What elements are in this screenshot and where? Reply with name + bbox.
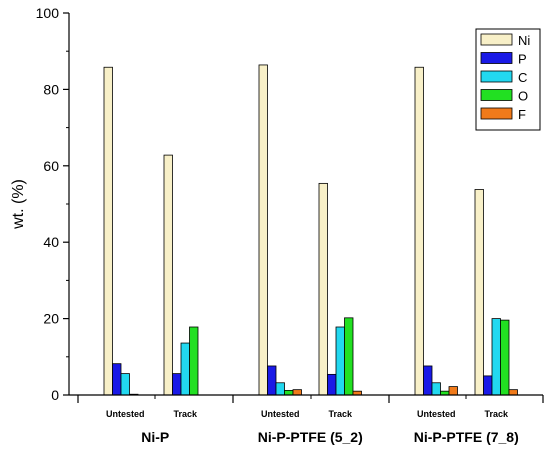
bar-ni-g2-untested	[414, 66, 424, 396]
legend-swatch-ni	[480, 33, 513, 46]
y-tick-label: 60	[43, 158, 59, 174]
y-tick-label: 100	[36, 5, 60, 21]
bar-p-g2-track	[483, 375, 493, 396]
legend-swatch-o	[480, 89, 513, 101]
axes: Untested Track Ni-P Untested Track Ni-P-PTFE …	[10, 5, 544, 445]
bar-ni-g2-track	[474, 189, 484, 396]
bar-p-g1-track	[327, 373, 337, 396]
bar-p-g0-untested	[112, 363, 122, 396]
legend-swatch-p	[480, 52, 513, 64]
bar-c-g0-track	[180, 342, 190, 396]
legend-swatch-f	[480, 107, 513, 120]
legend-swatch-c	[480, 70, 513, 83]
group-label: Ni-P-PTFE (5_2)	[258, 429, 363, 445]
subgroup-label: Track	[173, 409, 198, 419]
bar-ni-g0-track	[163, 154, 173, 396]
legend-label-c: C	[518, 70, 527, 85]
legend-label-p: P	[518, 52, 527, 67]
bar-f-g2-untested	[448, 386, 458, 396]
subgroup-label: Track	[484, 409, 509, 419]
bar-f-g2-track	[508, 389, 518, 396]
bar-ni-g0-untested	[103, 66, 113, 396]
bar-p-g0-track	[172, 373, 182, 396]
plot-area	[103, 64, 518, 396]
legend-label-ni: Ni	[518, 33, 530, 48]
bar-ni-g1-track	[318, 182, 328, 396]
y-tick-label: 20	[43, 311, 59, 327]
subgroup-label: Track	[328, 409, 353, 419]
bar-o-g0-track	[189, 326, 199, 396]
group-label: Ni-P	[141, 429, 169, 445]
bar-ni-g1-untested	[258, 64, 268, 396]
y-tick-label: 0	[51, 387, 59, 403]
group-label: Ni-P-PTFE (7_8)	[414, 429, 519, 445]
bar-f-g1-untested	[292, 389, 302, 396]
bar-c-g2-untested	[431, 382, 441, 396]
y-tick-label: 40	[43, 234, 59, 250]
y-tick-label: 80	[43, 81, 59, 97]
subgroup-label: Untested	[106, 409, 145, 419]
bar-c-g1-track	[335, 326, 345, 396]
subgroup-label: Untested	[417, 409, 456, 419]
bar-o-g1-track	[344, 317, 354, 396]
bar-c-g1-untested	[275, 382, 285, 396]
legend-label-f: F	[518, 107, 526, 122]
subgroup-label: Untested	[261, 409, 300, 419]
bar-c-g0-untested	[120, 373, 130, 396]
bar-o-g1-untested	[284, 390, 294, 396]
bar-o-g2-track	[500, 319, 510, 396]
bar-p-g2-untested	[423, 365, 433, 396]
legend-label-o: O	[518, 89, 528, 104]
bar-p-g1-untested	[267, 365, 277, 396]
y-axis-title: wt. (%)	[10, 179, 27, 230]
bar-c-g2-track	[491, 318, 501, 396]
